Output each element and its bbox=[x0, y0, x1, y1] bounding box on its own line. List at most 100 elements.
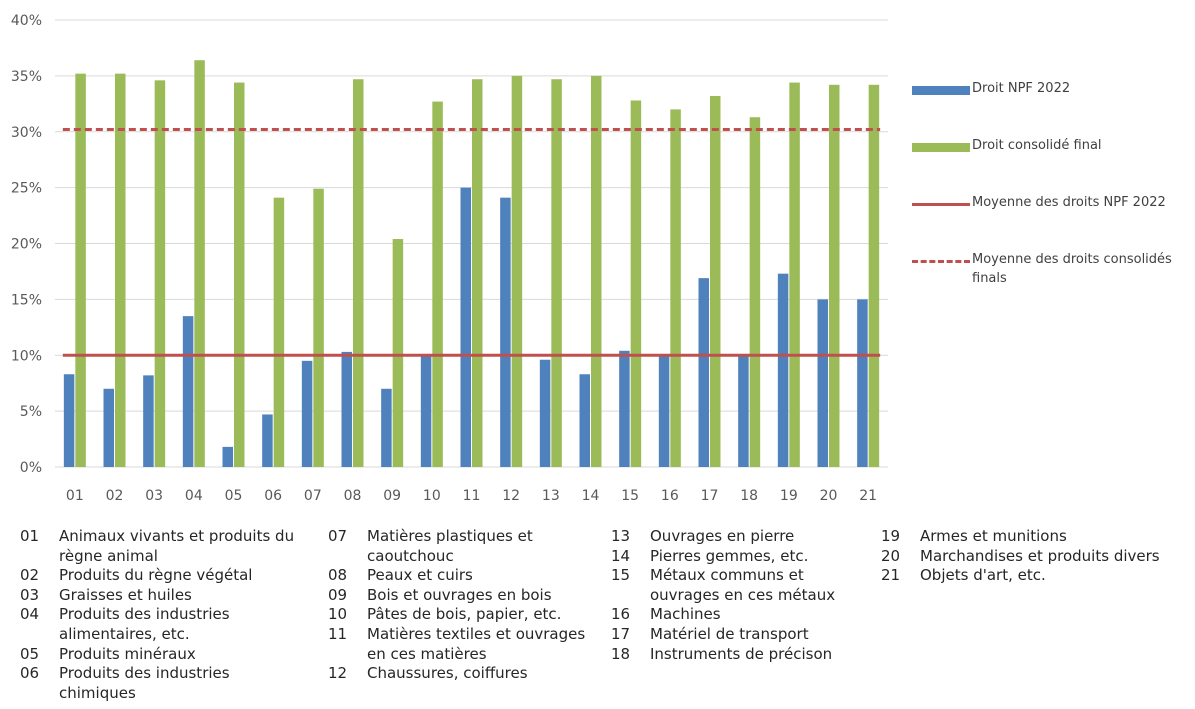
category-code: 07 bbox=[328, 527, 348, 545]
category-note: 10 Pâtes de bois, papier, etc. bbox=[328, 605, 593, 625]
x-tick-label: 11 bbox=[463, 488, 481, 504]
bar-consolidated-12 bbox=[511, 75, 523, 467]
bar-consolidated-18 bbox=[749, 117, 761, 467]
x-tick-label: 08 bbox=[344, 488, 362, 504]
legend-label: Moyenne des droits NPF 2022 bbox=[972, 195, 1166, 210]
x-tick-label: 07 bbox=[304, 488, 322, 504]
bar-consolidated-06 bbox=[273, 197, 285, 467]
category-description: Chaussures, coiffures bbox=[367, 664, 528, 683]
x-tick-label: 02 bbox=[106, 488, 124, 504]
category-code: 16 bbox=[611, 605, 631, 624]
bar-npf-01 bbox=[63, 374, 75, 467]
bar-npf-19 bbox=[777, 273, 789, 467]
x-tick-label: 18 bbox=[740, 488, 758, 504]
category-code: 17 bbox=[611, 624, 631, 643]
category-description: Bois et ouvrages en bois bbox=[367, 585, 552, 604]
category-code: 02 bbox=[20, 566, 40, 585]
category-description: Instruments de précison bbox=[650, 644, 833, 663]
category-code: 11 bbox=[328, 624, 348, 643]
bar-npf-08 bbox=[341, 351, 352, 467]
category-code: 13 bbox=[611, 527, 631, 545]
bar-npf-20 bbox=[817, 299, 828, 467]
category-note: 07 Matières plastiques et caoutchouc bbox=[328, 527, 593, 566]
category-code: 10 bbox=[328, 605, 348, 624]
notes-column-3: 13 Ouvrages en pierre 14 Pierres gemmes, et… bbox=[611, 527, 873, 664]
bar-consolidated-19 bbox=[789, 82, 800, 467]
category-note: 15 Métaux communs et ouvrages en ces méta… bbox=[611, 566, 873, 605]
bar-consolidated-09 bbox=[392, 239, 404, 467]
y-tick-label: 20% bbox=[11, 237, 42, 253]
category-note: 14 Pierres gemmes, etc. bbox=[611, 547, 873, 567]
y-tick-label: 10% bbox=[11, 348, 42, 364]
x-tick-label: 06 bbox=[264, 488, 282, 504]
category-note: 13 Ouvrages en pierre bbox=[611, 527, 873, 547]
bar-npf-18 bbox=[738, 354, 749, 467]
bar-consolidated-13 bbox=[551, 79, 562, 467]
category-description: Matériel de transport bbox=[650, 624, 809, 643]
legend-label: Moyenne des droits consolidés finals bbox=[972, 252, 1172, 286]
category-code: 21 bbox=[881, 566, 901, 585]
category-description: Métaux communs et ouvrages en ces métaux bbox=[650, 566, 836, 604]
category-code: 20 bbox=[881, 546, 901, 565]
category-description: Matières textiles et ouvrages en ces mat… bbox=[367, 624, 586, 663]
x-tick-label: 16 bbox=[661, 488, 679, 504]
bar-npf-14 bbox=[579, 374, 590, 467]
category-note: 16 Machines bbox=[611, 605, 873, 625]
bar-npf-21 bbox=[857, 299, 868, 467]
y-tick-label: 35% bbox=[11, 69, 42, 85]
category-description: Produits des industries alimentaires, et… bbox=[59, 605, 230, 643]
category-note: 09 Bois et ouvrages en bois bbox=[328, 586, 593, 606]
category-code: 03 bbox=[20, 585, 40, 604]
notes-column-4: 19 Armes et munitions 20 Marchandises et pr… bbox=[881, 527, 1171, 586]
notes-column-1: 01 Animaux vivants et produits du règne a… bbox=[20, 527, 310, 703]
category-description: Peaux et cuirs bbox=[367, 566, 473, 585]
category-description: Ouvrages en pierre bbox=[650, 527, 795, 545]
x-tick-label: 14 bbox=[582, 488, 600, 504]
bar-npf-12 bbox=[500, 197, 511, 467]
y-tick-label: 25% bbox=[11, 181, 42, 197]
category-note: 04 Produits des industries alimentaires, … bbox=[20, 605, 310, 644]
x-tick-label: 01 bbox=[66, 488, 84, 504]
bar-consolidated-03 bbox=[154, 80, 166, 467]
legend-item-consolidated: Droit consolidé final bbox=[912, 138, 1182, 155]
category-description: Pâtes de bois, papier, etc. bbox=[367, 605, 562, 624]
gridlines bbox=[55, 19, 888, 468]
x-tick-label: 03 bbox=[145, 488, 163, 504]
category-note: 05 Produits minéraux bbox=[20, 645, 310, 665]
bar-npf-17 bbox=[698, 278, 709, 467]
bar-consolidated-17 bbox=[710, 95, 721, 468]
category-code: 08 bbox=[328, 566, 348, 585]
x-tick-label: 17 bbox=[701, 488, 719, 504]
category-code: 06 bbox=[20, 664, 40, 683]
bar-npf-03 bbox=[143, 375, 154, 467]
y-tick-label: 40% bbox=[11, 13, 42, 29]
legend-label: Droit consolidé final bbox=[972, 138, 1102, 153]
legend-swatch-npf-average bbox=[912, 197, 970, 211]
x-tick-label: 05 bbox=[225, 488, 243, 504]
category-code: 14 bbox=[611, 546, 631, 565]
bar-chart: 0% 5% 10% 15% 20% 25% 30% 35% 40% 01 02 03 04 05 06 07… bbox=[11, 13, 888, 504]
legend-item-consolidated-average: Moyenne des droits consolidés finals bbox=[912, 252, 1182, 288]
category-note: 08 Peaux et cuirs bbox=[328, 566, 593, 586]
bar-npf-07 bbox=[301, 360, 313, 467]
category-note: 03 Graisses et huiles bbox=[20, 586, 310, 606]
x-tick-label: 20 bbox=[820, 488, 838, 504]
category-code: 15 bbox=[611, 566, 631, 585]
x-tick-label: 19 bbox=[780, 488, 798, 504]
category-note: 20 Marchandises et produits divers bbox=[881, 547, 1171, 567]
x-tick-label: 13 bbox=[542, 488, 560, 504]
y-tick-label: 15% bbox=[11, 292, 42, 308]
bar-npf-05 bbox=[222, 446, 233, 467]
category-description: Produits des industries chimiques bbox=[59, 664, 230, 702]
bar-consolidated-05 bbox=[234, 82, 245, 467]
category-description: Marchandises et produits divers bbox=[920, 546, 1160, 565]
x-tick-label: 21 bbox=[859, 488, 877, 504]
y-tick-label: 0% bbox=[20, 460, 42, 476]
category-note: 19 Armes et munitions bbox=[881, 527, 1171, 547]
bar-consolidated-16 bbox=[670, 109, 681, 468]
bar-npf-16 bbox=[658, 355, 670, 467]
category-note: 21 Objets d'art, etc. bbox=[881, 566, 1171, 586]
y-axis-ticks: 0% 5% 10% 15% 20% 25% 30% 35% 40% bbox=[11, 13, 42, 476]
category-note: 02 Produits du règne végétal bbox=[20, 566, 310, 586]
reference-lines bbox=[62, 128, 881, 357]
